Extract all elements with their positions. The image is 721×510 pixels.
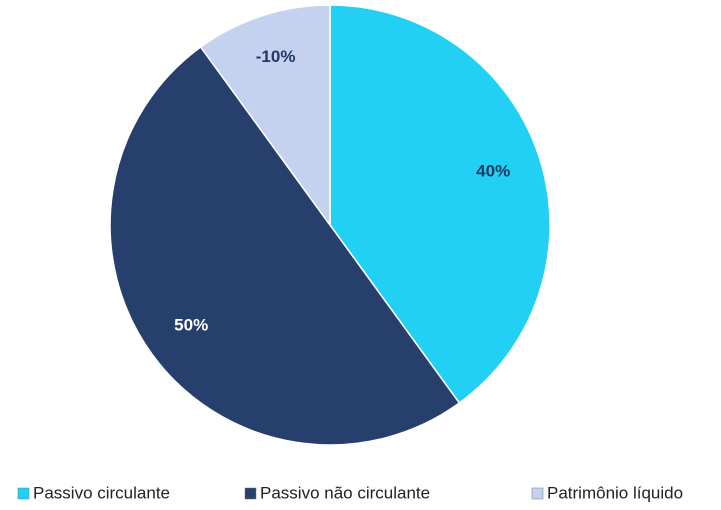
legend-label: Passivo circulante xyxy=(33,483,170,502)
data-label: -10% xyxy=(256,47,296,66)
legend-swatch xyxy=(531,487,544,500)
legend-label: Patrimônio líquido xyxy=(547,483,683,502)
legend-label: Passivo não circulante xyxy=(260,483,430,502)
pie-slice xyxy=(199,4,331,228)
legend-swatch xyxy=(244,487,257,500)
pie-slice xyxy=(329,4,551,405)
data-label: 40% xyxy=(476,161,510,180)
pie-slice xyxy=(109,45,461,446)
data-label: 50% xyxy=(174,315,208,334)
legend-swatch xyxy=(17,487,30,500)
